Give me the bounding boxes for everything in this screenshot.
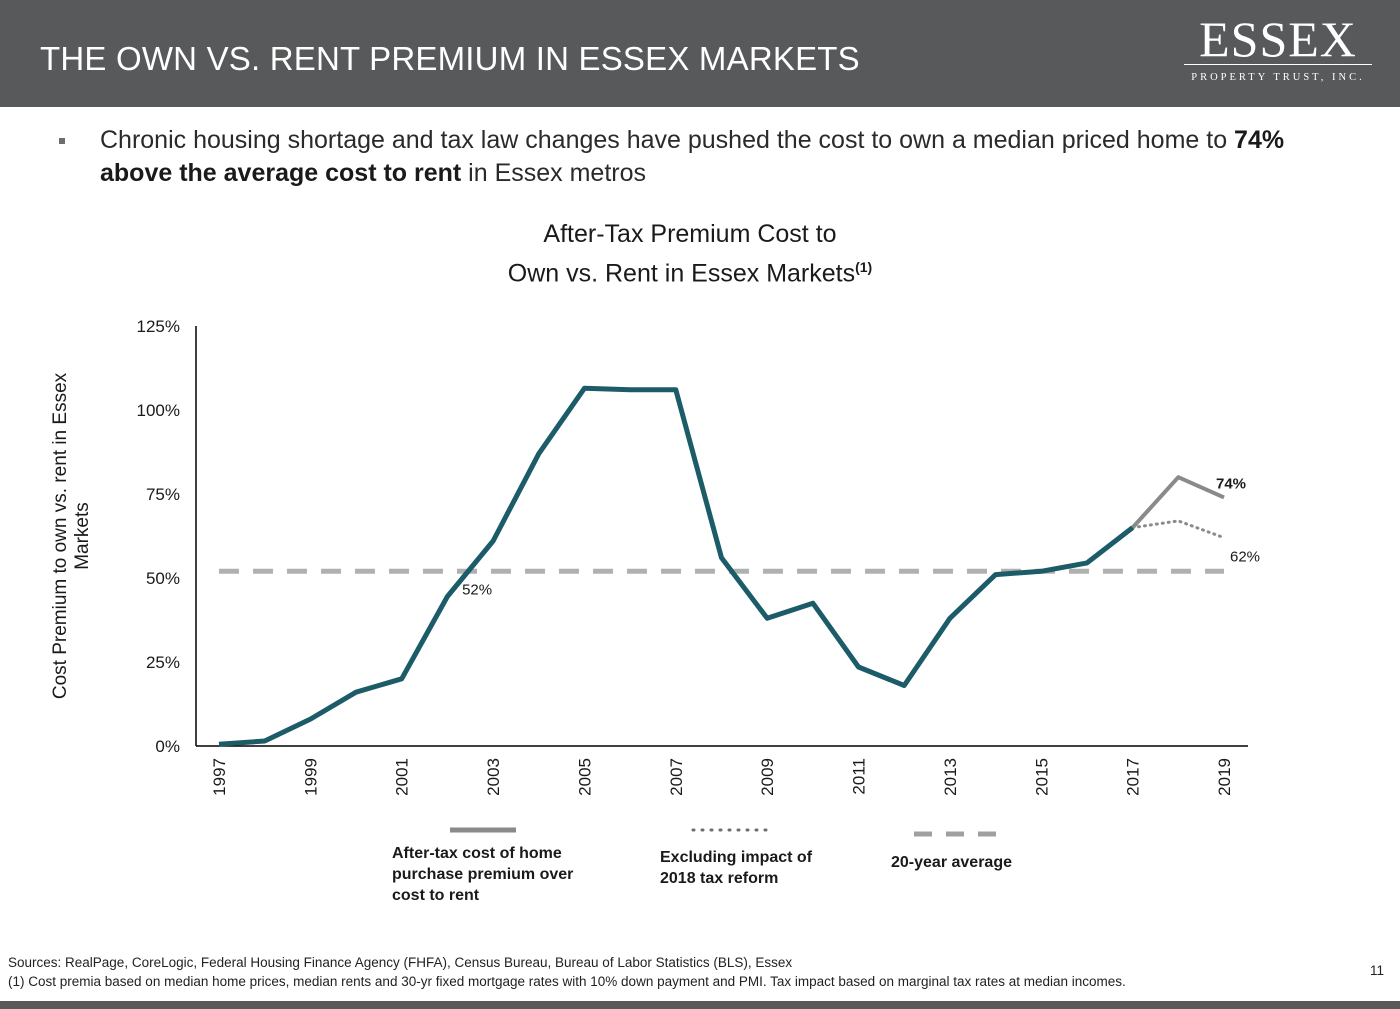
line-chart: 0% 25% 50% 75% 100% 125% 1997 1999 2001 2003 2005 2… [50,317,1260,796]
legend-label-20-year-average: 20-year average [891,854,1012,871]
header-bar: THE OWN VS. RENT PREMIUM IN ESSEX MARKET… [0,0,1400,107]
x-tick-label: 1999 [301,758,320,796]
essex-logo: ESSEX PROPERTY TRUST, INC. [1178,8,1378,100]
chart-title-line2: Own vs. Rent in Essex Markets(1) [440,251,940,290]
logo-divider [1184,64,1372,65]
bullet-square-icon [59,138,65,144]
y-tick-label: 0% [155,737,180,756]
legend-swatch-solid [450,827,516,833]
logo-wordmark: ESSEX [1199,11,1357,67]
x-tick-label: 2011 [850,758,869,795]
y-axis-label: Cost Premium to own vs. rent in Essex [50,372,71,699]
logo-subtitle: PROPERTY TRUST, INC. [1191,72,1365,83]
y-tick-label: 75% [146,485,180,504]
bullet-text-bold: 74% above the average cost to rent [100,126,1285,187]
premium-line-recent [1131,475,1225,529]
chart-title-line2-text: Own vs. Rent in Essex Markets [507,259,856,288]
bullet-text-before: Chronic housing shortage and tax law cha… [100,126,1235,154]
bullet-point: Chronic housing shortage and tax law cha… [100,124,1360,190]
x-tick-label: 2019 [1215,758,1234,796]
x-tick-label: 2007 [667,758,686,796]
footnote: (1) Cost premia based on median home pri… [8,974,1126,989]
page-number: 11 [1369,963,1384,978]
chart-title: After-Tax Premium Cost to Own vs. Rent i… [440,218,940,290]
y-tick-label: 125% [137,317,180,336]
y-axis-label: Markets [72,502,93,570]
page-title: THE OWN VS. RENT PREMIUM IN ESSEX MARKET… [40,40,860,77]
excluding-tax-reform-line [1131,519,1226,540]
x-tick-label: 2013 [941,758,960,796]
y-tick-label: 50% [146,569,180,588]
y-tick-label: 100% [137,401,180,420]
bottom-bar [0,1001,1400,1009]
x-tick-label: 2015 [1032,758,1051,796]
data-label: 52% [462,581,492,598]
x-tick-label: 2009 [758,758,777,796]
data-label: 62% [1230,549,1260,566]
bullet-text-after: in Essex metros [461,159,647,187]
legend-label-excluding-tax-reform: Excluding impact of 2018 tax reform [660,849,813,887]
x-tick-label: 2005 [575,758,594,796]
sources-note: Sources: RealPage, CoreLogic, Federal Ho… [8,955,793,970]
x-tick-label: 1997 [210,758,229,796]
x-tick-label: 2001 [393,758,412,796]
y-tick-label: 25% [146,653,180,672]
data-label: 74% [1216,475,1246,492]
chart-title-line1: After-Tax Premium Cost to [543,220,837,248]
premium-line-historical [218,385,1135,747]
x-tick-label: 2003 [484,758,503,796]
legend-label-actual: After-tax cost of home purchase premium … [392,845,574,904]
legend-swatch-dashed [914,831,1004,837]
legend-swatch-dotted [691,828,770,832]
x-tick-label: 2017 [1124,758,1143,796]
chart-title-footnote-marker: (1) [855,259,873,275]
